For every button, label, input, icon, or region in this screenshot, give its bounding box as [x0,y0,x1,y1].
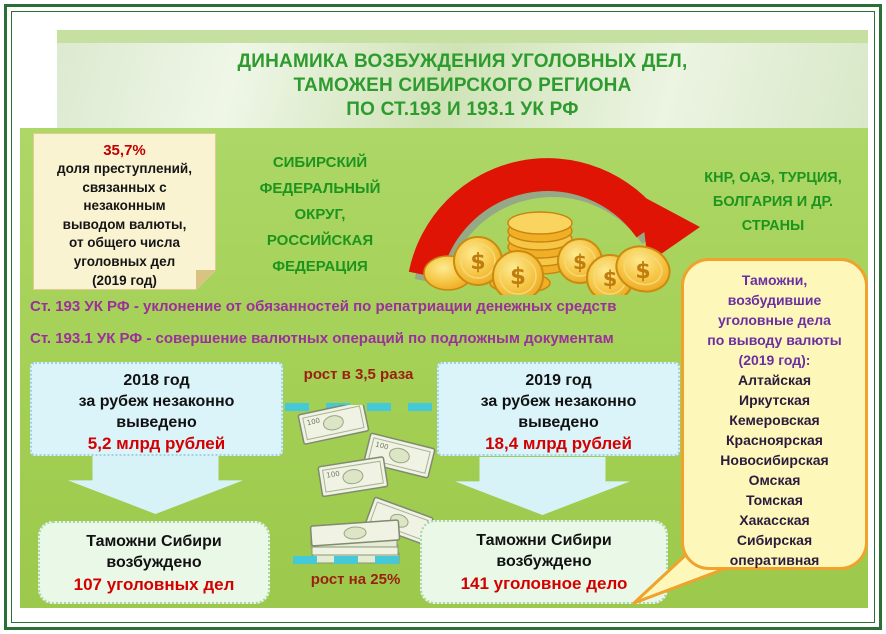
customs-bubble-header: Таможни, возбудившие уголовные дела по в… [707,272,842,368]
cases-2018-amount: 107 уголовных дел [73,575,235,594]
red-arc-arrow-coins-icon: $ $ $ $ $ [408,158,700,295]
origin-region-label: СИБИРСКИЙ ФЕДЕРАЛЬНЫЙ ОКРУГ, РОССИЙСКАЯ … [259,154,381,275]
bill-denomination: 100 [374,441,389,452]
flow-2018-amount: 5,2 млрд рублей [87,434,226,453]
customs-list: Алтайская Иркутская Кемеровская Краснояр… [720,372,829,568]
destination-countries-label: КНР, ОАЭ, ТУРЦИЯ, БОЛГАРИЯ И ДР. СТРАНЫ [704,170,842,234]
bill-denomination: 100 [326,470,340,480]
dashed-connector-bottom [293,556,413,564]
amount-growth-label: рост в 3,5 раза [303,366,414,383]
dollar-sign-icon: $ [470,250,485,275]
note-percent: 35,7% [103,142,146,159]
customs-bubble: Таможни, возбудившие уголовные дела по в… [681,258,868,570]
law-article-193: Ст. 193 УК РФ - уклонение от обязанносте… [30,298,617,315]
cases-2019-title: Таможни Сибири возбуждено [476,532,612,570]
flow-2018-title: 2018 год за рубеж незаконно выведено [78,372,235,431]
dollar-sign-icon: $ [635,259,650,284]
header-title-band: ДИНАМИКА ВОЗБУЖДЕНИЯ УГОЛОВНЫХ ДЕЛ, ТАМО… [57,43,868,128]
header-strip [57,30,868,43]
bill-denomination: 100 [306,417,321,428]
flow-2019-amount: 18,4 млрд рублей [485,434,632,453]
page-title: ДИНАМИКА ВОЗБУЖДЕНИЯ УГОЛОВНЫХ ДЕЛ, ТАМО… [237,50,688,120]
note-text: доля преступлений, связанных с незаконны… [57,161,192,288]
flow-2018-box: 2018 год за рубеж незаконно выведено 5,2… [30,362,283,456]
share-note: 35,7% доля преступлений, связанных с нез… [33,133,216,290]
cases-2019-box: Таможни Сибири возбуждено 141 уголовное … [420,520,668,604]
cases-2019-amount: 141 уголовное дело [460,574,628,593]
cases-2018-title: Таможни Сибири возбуждено [86,533,222,571]
dollar-sign-icon: $ [603,267,618,291]
cases-2018-box: Таможни Сибири возбуждено 107 уголовных … [38,521,270,604]
dollar-sign-icon: $ [573,250,587,274]
dollar-sign-icon: $ [510,264,526,290]
law-article-193-1: Ст. 193.1 УК РФ - совершение валютных оп… [30,330,614,347]
note-fold-corner-icon [196,270,216,290]
cases-growth-label: рост на 25% [310,571,401,588]
flow-2019-title: 2019 год за рубеж незаконно выведено [480,372,637,431]
flow-2019-box: 2019 год за рубеж незаконно выведено 18,… [437,362,680,456]
